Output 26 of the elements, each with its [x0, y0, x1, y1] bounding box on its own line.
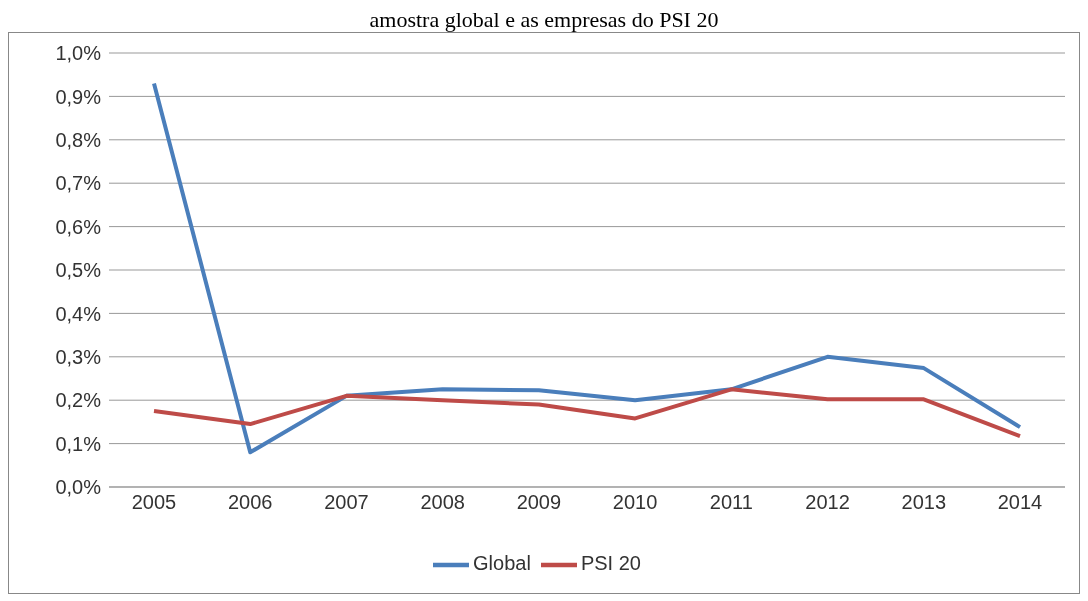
y-tick-label: 0,7% [55, 172, 102, 195]
y-tick-label: 0,6% [55, 215, 102, 238]
y-tick-label: 0,8% [55, 128, 102, 151]
y-tick-label: 0,0% [55, 476, 102, 499]
x-tick-label: 2014 [997, 491, 1043, 514]
y-tick-label: 0,3% [55, 345, 102, 368]
x-tick-label: 2013 [901, 491, 947, 514]
chart-title: amostra global e as empresas do PSI 20 [368, 7, 720, 32]
y-tick-label: 0,2% [55, 389, 102, 412]
legend-label: PSI 20 [580, 552, 641, 575]
y-tick-label: 1,0% [55, 42, 102, 65]
x-tick-label: 2005 [131, 491, 177, 514]
y-tick-label: 0,1% [55, 432, 102, 455]
x-tick-label: 2008 [420, 491, 465, 514]
x-tick-label: 2010 [612, 491, 658, 514]
line-series [152, 81, 1022, 455]
x-tick-label: 2007 [324, 491, 369, 514]
x-tick-label: 2012 [805, 491, 850, 514]
x-tick-label: 2009 [516, 491, 562, 514]
y-tick-label: 0,5% [55, 259, 102, 282]
line-series [152, 387, 1022, 439]
x-tick-label: 2006 [227, 491, 273, 514]
y-tick-label: 0,4% [55, 302, 102, 325]
y-tick-label: 0,9% [55, 85, 102, 108]
legend-label: Global [473, 552, 531, 575]
x-tick-label: 2011 [709, 491, 753, 514]
